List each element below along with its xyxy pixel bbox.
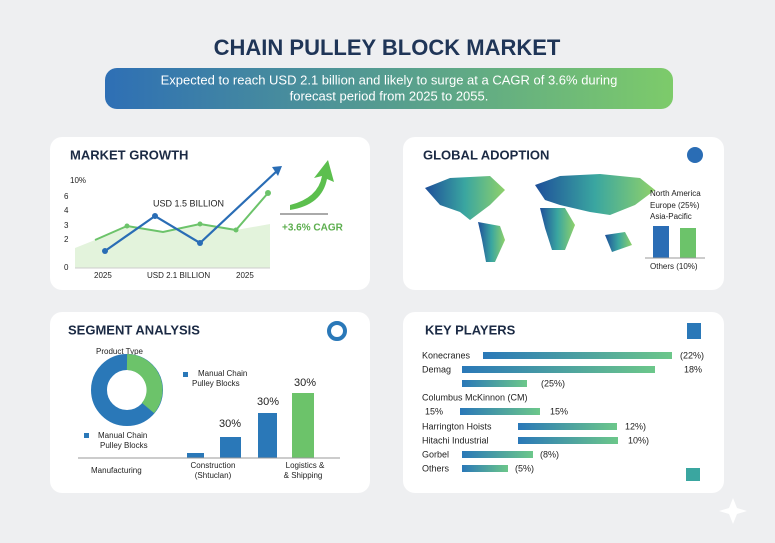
player-name: Columbus McKinnon (CM) [422,392,528,402]
area [75,224,270,268]
panel-title: GLOBAL ADOPTION [423,147,549,162]
donut-title: Product Type [96,347,144,356]
player-name: Gorbel [422,449,449,459]
line [94,192,269,241]
category-label: (Shtuclan) [195,471,232,480]
player-share: 15% [550,406,568,416]
player-name: Others [422,463,450,473]
bar [220,437,241,458]
panel-title: SEGMENT ANALYSIS [68,322,200,337]
category-label: Manufacturing [91,466,142,475]
line [104,169,279,252]
x-label: 2025 [94,271,112,280]
player-name: Hitachi Industrial [422,435,489,445]
donut-segment [126,354,163,414]
region-label: Others (10%) [650,262,698,271]
axis-label: 10% [70,176,86,185]
legend-swatch [84,433,89,438]
bar [258,413,277,458]
category-label: Logistics & [286,461,325,470]
banner-text: Expected to reach USD 2.1 billion and li… [161,72,618,87]
building-icon [687,323,701,339]
bar [187,453,204,458]
building-icon [686,468,700,481]
region-label: North America [650,189,701,198]
bar-label: 30% [219,418,241,430]
player-share: (22%) [680,350,704,360]
region-label: Europe (25%) [650,201,700,210]
player-share: (25%) [541,378,565,388]
axis-label: 3 [64,221,69,230]
player-name: Demag [422,364,451,374]
growth-arrow [290,160,334,210]
axis-label: 2 [64,235,69,244]
title: CHAIN PULLEY BLOCK MARKET [214,35,561,60]
panel-title: KEY PLAYERS [425,322,516,337]
player-share: 18% [684,364,702,374]
player-share: 15% [425,406,443,416]
x-label: USD 2.1 BILLION [147,271,210,280]
panel [403,312,724,493]
panel-title: MARKET GROWTH [70,147,188,162]
annotation: USD 1.5 BILLION [153,198,224,208]
legend-label: Pulley Blocks [192,379,240,388]
legend-label: Manual Chain [198,369,247,378]
player-share: (5%) [515,463,534,473]
player-share: (8%) [540,449,559,459]
player-name: Harrington Hoists [422,421,492,431]
player-bars [460,352,672,472]
bar [680,228,696,258]
sparkle [719,498,747,524]
player-share: 12%) [625,421,646,431]
axis-label: 4 [64,206,69,215]
bar [653,226,669,258]
bar-label: 30% [294,377,316,389]
banner-text: forecast period from 2025 to 2055. [290,88,489,103]
arrow [272,166,282,176]
world-map [425,174,655,262]
axis-label: 0 [64,263,69,272]
cagr: +3.6% CAGR [282,223,344,234]
gear-icon [327,321,347,341]
axis-label: 6 [64,192,69,201]
bar [292,393,314,458]
region-label: Asia-Pacific [650,212,692,221]
legend-label: Pulley Blocks [100,441,148,450]
player-name: Konecranes [422,350,471,360]
category-label: & Shipping [284,471,323,480]
globe-icon [687,147,703,163]
category-label: Construction [191,461,236,470]
legend-label: Manual Chain [98,431,147,440]
x-label: 2025 [236,271,254,280]
bar-label: 30% [257,396,279,408]
banner [105,68,673,109]
legend-swatch [183,372,188,377]
player-share: 10%) [628,435,649,445]
